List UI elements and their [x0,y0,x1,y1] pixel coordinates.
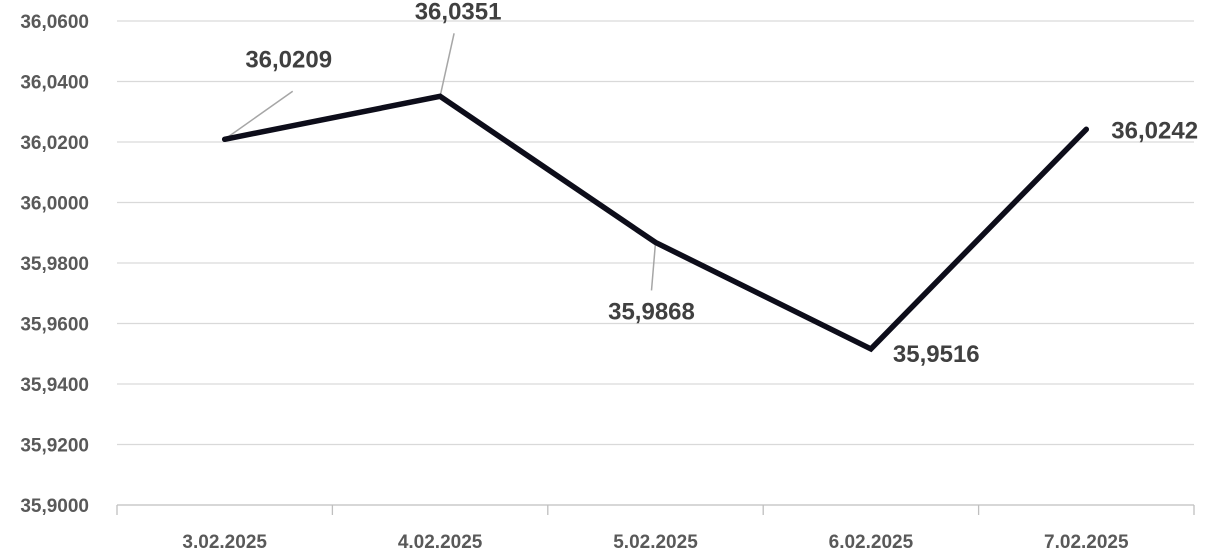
y-tick-label: 36,0400 [20,73,89,94]
y-axis: 35,9000 35,9200 35,9400 35,9600 35,9800 36,00… [20,12,89,517]
y-tick-label: 35,9200 [20,436,89,457]
x-axis: 3.02.2025 4.02.2025 5.02.2025 6.02.2025 7.02… [116,504,1195,553]
y-tick-label: 35,9800 [20,254,89,275]
data-label: 36,0242 [1111,117,1198,144]
data-label: 36,0209 [245,46,332,73]
series-line [221,93,1090,353]
y-tick-label: 35,9600 [20,315,89,336]
y-tick-label: 36,0200 [20,133,89,154]
y-tick-label: 35,9000 [20,496,89,517]
x-tick-label: 6.02.2025 [829,532,914,553]
series-lines [221,93,1090,353]
data-labels: 36,0209 36,0351 35,9868 35,9516 36,0242 [245,0,1198,368]
x-tick-label: 7.02.2025 [1044,532,1129,553]
x-tick-label: 3.02.2025 [182,532,267,553]
data-label: 36,0351 [415,0,502,25]
y-tick-label: 35,9400 [20,375,89,396]
data-label: 35,9516 [893,341,980,368]
leader-line [439,33,455,97]
leader-line [650,242,657,291]
x-tick-label: 4.02.2025 [398,532,483,553]
y-tick-label: 36,0000 [20,194,89,215]
data-label: 35,9868 [608,298,695,325]
leader-line [224,90,294,140]
gridlines [117,20,1194,446]
data-label-leaders [224,33,657,291]
x-tick-label: 5.02.2025 [613,532,698,553]
y-tick-label: 36,0600 [20,12,89,33]
